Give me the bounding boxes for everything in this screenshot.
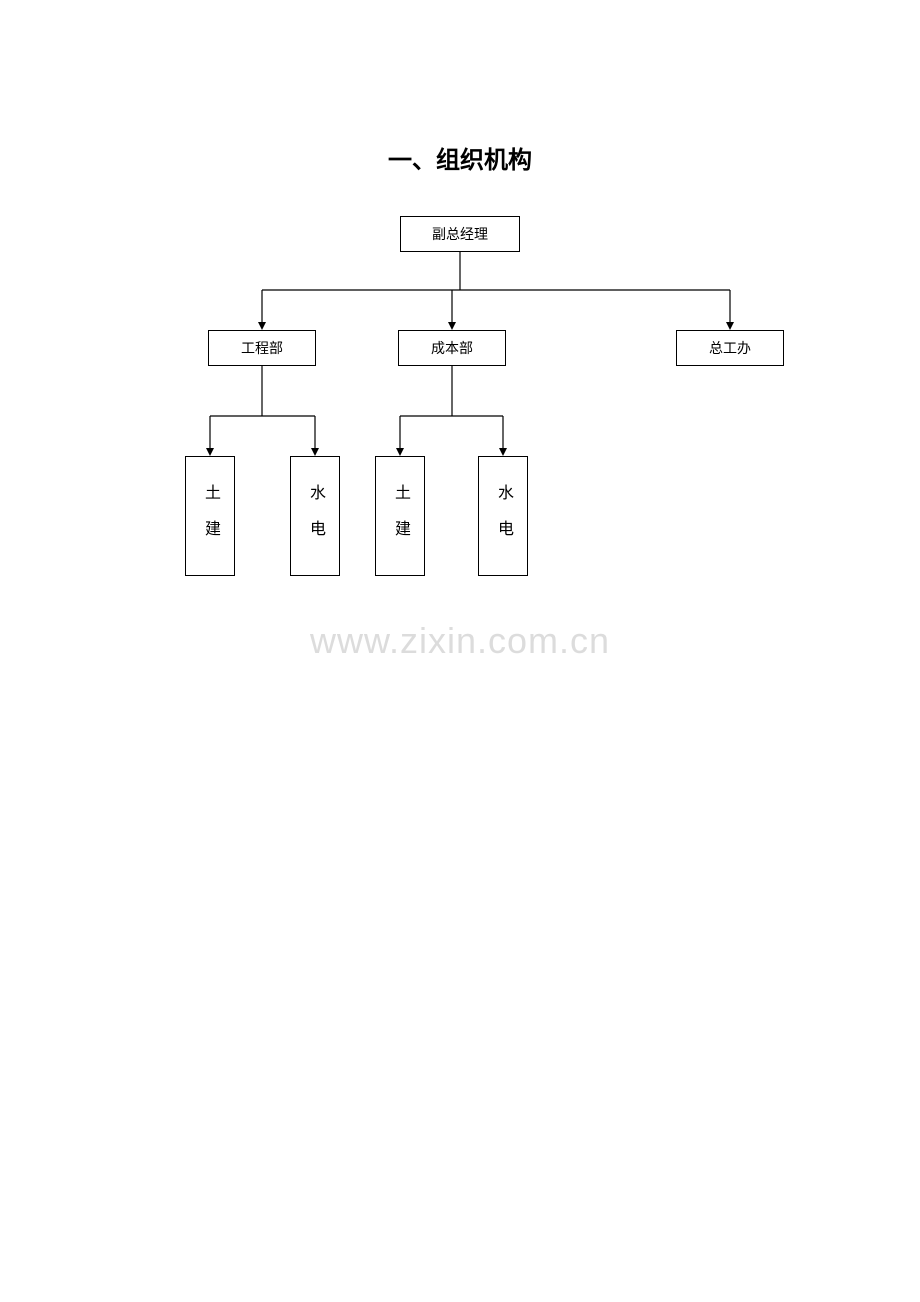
org-node-leaf-civil-1: 土建	[185, 456, 235, 576]
watermark-text: www.zixin.com.cn	[0, 620, 920, 662]
org-node-leaf-civil-2: 土建	[375, 456, 425, 576]
org-node-dept-chief: 总工办	[676, 330, 784, 366]
org-node-leaf-mep-1: 水电	[290, 456, 340, 576]
org-node-root: 副总经理	[400, 216, 520, 252]
page-title: 一、组织机构	[0, 140, 920, 175]
org-node-dept-engineering: 工程部	[208, 330, 316, 366]
org-node-leaf-mep-2: 水电	[478, 456, 528, 576]
org-node-dept-cost: 成本部	[398, 330, 506, 366]
